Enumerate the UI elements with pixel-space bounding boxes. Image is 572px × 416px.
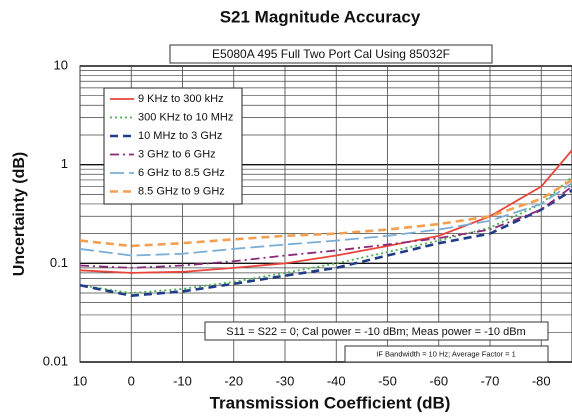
legend-label: 300 KHz to 10 MHz — [138, 111, 233, 123]
plot — [80, 149, 572, 297]
subtitle: E5080A 495 Full Two Port Cal Using 85032… — [212, 47, 450, 61]
x-axis-label: Transmission Coefficient (dB) — [210, 393, 451, 412]
x-tick-label: -30 — [276, 373, 295, 388]
annotation: IF Bandwidth = 10 Hz; Average Factor = 1 — [376, 349, 516, 358]
y-tick-label: 0.01 — [43, 353, 68, 368]
annotation: S11 = S22 = 0; Cal power = -10 dBm; Meas… — [226, 326, 525, 338]
annotation-box — [344, 345, 549, 363]
legend-label: 10 MHz to 3 GHz — [138, 130, 222, 142]
y-tick-label: 1 — [61, 156, 68, 171]
y-tick-label: 0.1 — [50, 255, 68, 270]
legend-label: 9 KHz to 300 kHz — [138, 93, 224, 105]
series-line — [80, 182, 572, 257]
x-tick-label: 0 — [128, 373, 135, 388]
x-tick-label: -20 — [224, 373, 243, 388]
x-tick-label: -40 — [327, 373, 346, 388]
subtitle-box — [169, 44, 493, 64]
series-line — [80, 149, 572, 274]
annotation-box — [204, 321, 549, 341]
legend-box — [103, 87, 243, 205]
x-tick-label: -80 — [532, 373, 551, 388]
y-tick-label: 10 — [54, 57, 68, 72]
series-line — [80, 178, 572, 248]
y-axis-label: Uncertainty (dB) — [11, 152, 28, 276]
x-tick-label: -70 — [481, 373, 500, 388]
legend: 9 KHz to 300 kHz 300 KHz to 10 MHz 10 MHz … — [103, 87, 243, 205]
legend-label: 8.5 GHz to 9 GHz — [138, 185, 225, 197]
legend-label: 3 GHz to 6 GHz — [138, 148, 216, 160]
x-tick-label: -10 — [173, 373, 192, 388]
legend-label: 6 GHz to 8.5 GHz — [138, 167, 225, 179]
x-tick-label: 10 — [73, 373, 87, 388]
x-tick-label: -50 — [378, 373, 397, 388]
chart-title: S21 Magnitude Accuracy — [220, 7, 421, 26]
series-line — [80, 189, 572, 297]
x-tick-label: -60 — [429, 373, 448, 388]
series-line — [80, 176, 572, 294]
